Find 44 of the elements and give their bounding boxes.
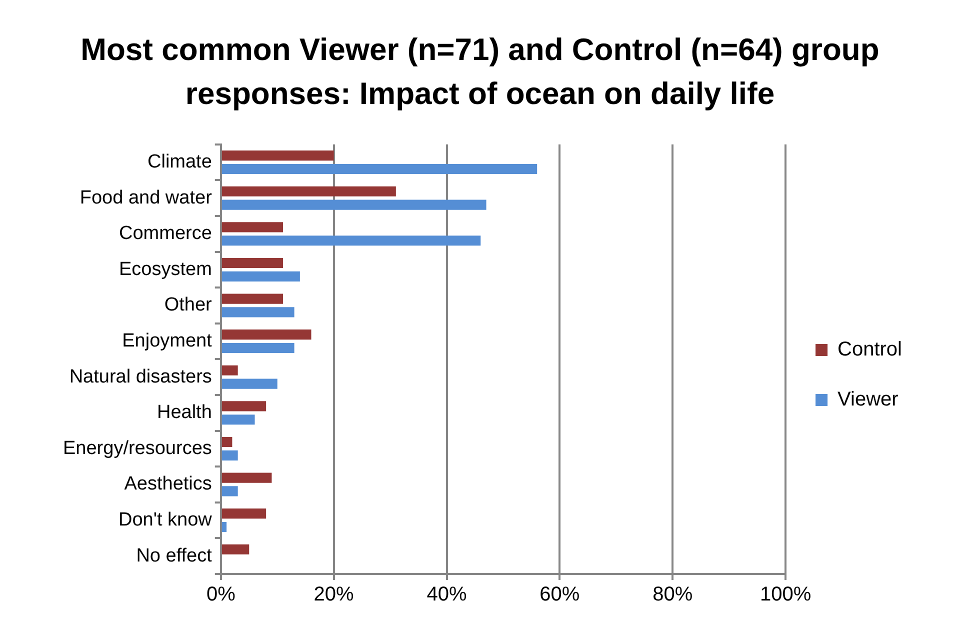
bar	[222, 236, 481, 246]
bar	[222, 522, 227, 532]
bar	[222, 508, 266, 519]
y-tick-label: Ecosystem	[118, 258, 212, 280]
y-tick-label: Natural disasters	[69, 366, 212, 388]
bar	[222, 186, 396, 196]
bar	[222, 150, 334, 161]
x-tick-label: 20%	[314, 584, 354, 606]
bar	[222, 342, 294, 354]
bar	[222, 544, 250, 554]
y-tick-label: Food and water	[80, 187, 213, 208]
bar	[222, 258, 284, 268]
bar	[222, 271, 300, 282]
bar	[222, 222, 284, 232]
bar	[222, 164, 538, 174]
bar	[222, 472, 272, 483]
chart-title: Most common Viewer (n=71) and Control (n=64) group responses: Impact of ocean on daily life	[80, 31, 880, 113]
legend-label: Control	[838, 338, 902, 361]
bar	[222, 378, 278, 389]
y-tick-label: No effect	[136, 545, 213, 566]
x-tick-label: 40%	[426, 584, 467, 606]
bar	[222, 294, 284, 304]
y-tick-label: Don't know	[118, 510, 212, 531]
bar	[222, 486, 238, 496]
x-tick-label: 60%	[540, 584, 580, 606]
x-tick-label: 0%	[206, 584, 236, 606]
bar	[222, 330, 312, 340]
bar	[222, 307, 294, 318]
bar	[222, 401, 266, 412]
x-tick-label: 80%	[652, 584, 693, 606]
bar	[222, 365, 238, 376]
bar	[222, 450, 238, 460]
y-tick-label: Health	[156, 402, 212, 424]
y-tick-label: Climate	[147, 152, 212, 173]
bar	[222, 436, 232, 448]
legend-label: Viewer	[838, 388, 899, 411]
y-tick-label: Commerce	[118, 223, 212, 244]
bar	[222, 414, 255, 425]
y-tick-label: Enjoyment	[122, 330, 213, 352]
y-tick-label: Energy/resources	[62, 438, 212, 459]
bar	[222, 200, 486, 210]
y-tick-label: Aesthetics	[124, 474, 212, 495]
y-tick-label: Other	[164, 294, 213, 316]
x-tick-label: 100%	[760, 584, 812, 606]
